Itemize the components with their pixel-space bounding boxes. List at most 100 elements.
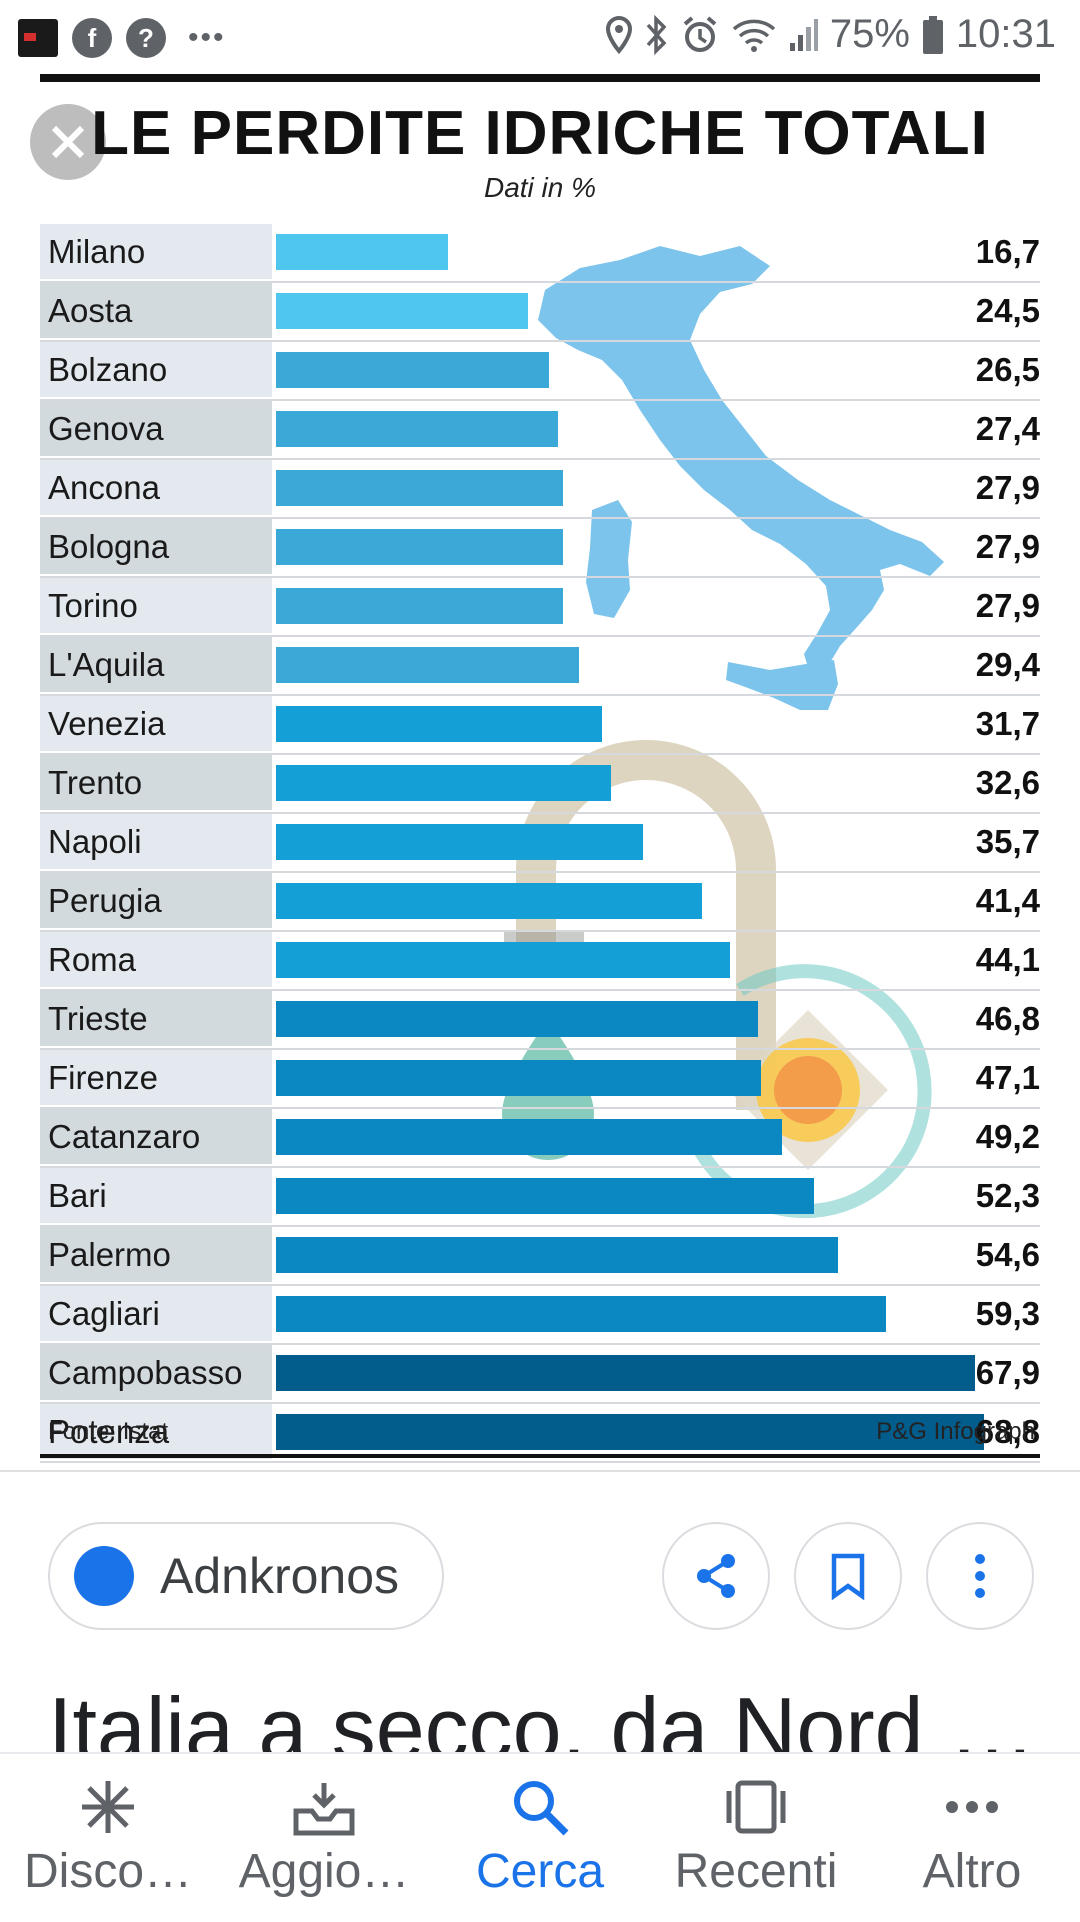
table-row: Napoli 35,7 (40, 814, 1040, 873)
value-label: 31,7 (975, 705, 1040, 742)
bar-chart: Milano 16,7 Aosta 24,5 Bolzano 26,5 Genova 27,4… (40, 224, 1040, 1463)
bar (276, 293, 528, 329)
city-label: Aosta (40, 283, 272, 338)
table-row: Catanzaro 49,2 (40, 1109, 1040, 1168)
discover-icon (82, 1781, 134, 1833)
nav-discover[interactable]: Disco… (0, 1754, 216, 1922)
value-label: 68,8 (975, 1413, 1040, 1450)
bookmark-button[interactable] (794, 1522, 902, 1630)
table-row: Trieste 46,8 (40, 991, 1040, 1050)
bar (276, 411, 558, 447)
infographic-source: Fonte: Istat (48, 1418, 169, 1445)
more-vert-icon (975, 1554, 985, 1598)
city-label: Roma (40, 932, 272, 987)
table-row: Torino 27,9 (40, 578, 1040, 637)
value-label: 24,5 (975, 292, 1040, 329)
table-row: Bolzano 26,5 (40, 342, 1040, 401)
city-label: Bari (40, 1168, 272, 1223)
recents-icon (726, 1780, 786, 1834)
value-label: 26,5 (975, 351, 1040, 388)
value-label: 32,6 (975, 764, 1040, 801)
table-row: Aosta 24,5 (40, 283, 1040, 342)
bluetooth-icon (646, 14, 667, 55)
value-label: 16,7 (975, 233, 1040, 270)
close-button[interactable] (30, 104, 106, 180)
battery-icon (922, 15, 943, 54)
city-label: Perugia (40, 873, 272, 928)
table-row: Campobasso 67,9 (40, 1345, 1040, 1404)
nav-recents[interactable]: Recenti (648, 1754, 864, 1922)
battery-percent: 75% (829, 12, 910, 56)
city-label: Venezia (40, 696, 272, 751)
value-label: 44,1 (975, 941, 1040, 978)
divider (0, 1470, 1080, 1472)
bar (276, 1355, 975, 1391)
more-icon: ••• (188, 21, 226, 54)
updates-icon (293, 1783, 355, 1836)
bar (276, 1060, 761, 1096)
bar (276, 1178, 814, 1214)
value-label: 52,3 (975, 1177, 1040, 1214)
infographic-image[interactable]: LE PERDITE IDRICHE TOTALI Dati in % Mila… (0, 70, 1080, 1470)
infographic-title: LE PERDITE IDRICHE TOTALI (91, 99, 989, 168)
bar (276, 234, 448, 270)
bottom-navigation: Disco… Aggio… Cerca Recenti Altro (0, 1752, 1080, 1922)
city-label: Trieste (40, 991, 272, 1046)
city-label: Potenza (40, 1404, 272, 1459)
bar (276, 1119, 782, 1155)
table-row: Bologna 27,9 (40, 519, 1040, 578)
table-row: Roma 44,1 (40, 932, 1040, 991)
help-icon: ? (126, 18, 166, 58)
value-label: 47,1 (975, 1059, 1040, 1096)
city-label: Milano (40, 224, 272, 279)
infographic-subtitle: Dati in % (483, 172, 597, 203)
nav-label-updates: Aggio… (238, 1845, 410, 1898)
value-label: 27,9 (975, 528, 1040, 565)
city-label: Bolzano (40, 342, 272, 397)
nav-label-more: Altro (922, 1845, 1022, 1898)
location-icon (605, 15, 632, 54)
infographic-credit: P&G Infograph (876, 1418, 1035, 1445)
status-left-icons: f ? ••• (18, 18, 226, 58)
city-label: L'Aquila (40, 637, 272, 692)
nav-label-recents: Recenti (674, 1845, 838, 1898)
city-label: Firenze (40, 1050, 272, 1105)
share-button[interactable] (662, 1522, 770, 1630)
value-label: 49,2 (975, 1118, 1040, 1155)
status-right-icons: 75% 10:31 (605, 12, 1056, 57)
city-label: Trento (40, 755, 272, 810)
value-label: 27,9 (975, 587, 1040, 624)
table-row: Venezia 31,7 (40, 696, 1040, 755)
city-label: Catanzaro (40, 1109, 272, 1164)
value-label: 27,9 (975, 469, 1040, 506)
bar (276, 1001, 758, 1037)
top-rule (40, 74, 1040, 82)
value-label: 46,8 (975, 1000, 1040, 1037)
alarm-icon (683, 15, 717, 52)
wifi-icon (732, 19, 775, 52)
bookmark-icon (831, 1553, 865, 1600)
source-name: Adnkronos (160, 1548, 400, 1604)
bar (276, 883, 702, 919)
bar (276, 647, 579, 683)
signal-icon (789, 18, 818, 51)
nav-more[interactable]: Altro (864, 1754, 1080, 1922)
table-row: Milano 16,7 (40, 224, 1040, 283)
more-options-button[interactable] (926, 1522, 1034, 1630)
value-label: 59,3 (975, 1295, 1040, 1332)
bar (276, 1237, 838, 1273)
city-label: Genova (40, 401, 272, 456)
value-label: 35,7 (975, 823, 1040, 860)
nav-search[interactable]: Cerca (432, 1754, 648, 1922)
source-chip[interactable]: Adnkronos (48, 1522, 444, 1630)
value-label: 67,9 (975, 1354, 1040, 1391)
status-time: 10:31 (955, 12, 1056, 56)
bar (276, 824, 643, 860)
bar (276, 529, 563, 565)
nav-updates[interactable]: Aggio… (216, 1754, 432, 1922)
city-label: Napoli (40, 814, 272, 869)
table-row: Cagliari 59,3 (40, 1286, 1040, 1345)
city-label: Cagliari (40, 1286, 272, 1341)
bar (276, 706, 602, 742)
value-label: 54,6 (975, 1236, 1040, 1273)
